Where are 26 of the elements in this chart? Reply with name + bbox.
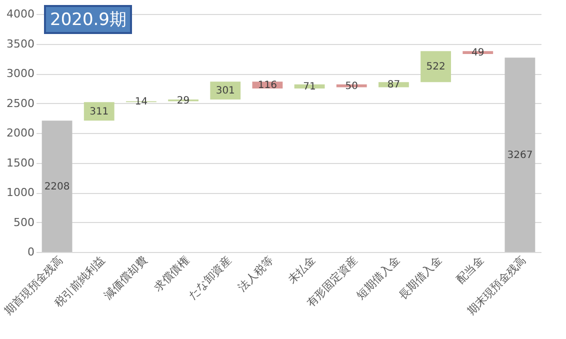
bar — [42, 120, 72, 252]
y-tick-label: 0 — [28, 246, 34, 258]
y-tick-label: 1000 — [6, 186, 34, 199]
bar — [504, 58, 536, 252]
y-tick-label: 500 — [14, 216, 34, 229]
y-tick-label: 2000 — [6, 126, 34, 140]
bar — [84, 102, 114, 121]
chart-title: 2020.9期 — [44, 5, 132, 34]
data-label: 311 — [90, 106, 109, 118]
bar — [420, 51, 451, 82]
y-tick-label: 3500 — [6, 37, 34, 50]
y-tick-label: 3000 — [6, 67, 34, 80]
data-label: 14 — [134, 96, 148, 108]
data-label: 50 — [345, 80, 358, 92]
data-label: 2208 — [44, 181, 70, 192]
data-label: 3267 — [507, 150, 533, 161]
x-tick-label: 配当金 — [454, 254, 486, 286]
y-tick-label: 2500 — [6, 96, 34, 110]
y-tick-label: 4000 — [6, 8, 34, 20]
data-label: 522 — [426, 62, 446, 73]
data-label: 301 — [216, 86, 235, 97]
data-label: 116 — [258, 80, 278, 92]
x-tick-label: 法人税等 — [236, 254, 276, 294]
data-label: 29 — [176, 95, 190, 106]
x-tick-label: 未払金 — [286, 254, 318, 286]
y-tick-label: 1500 — [6, 156, 34, 170]
